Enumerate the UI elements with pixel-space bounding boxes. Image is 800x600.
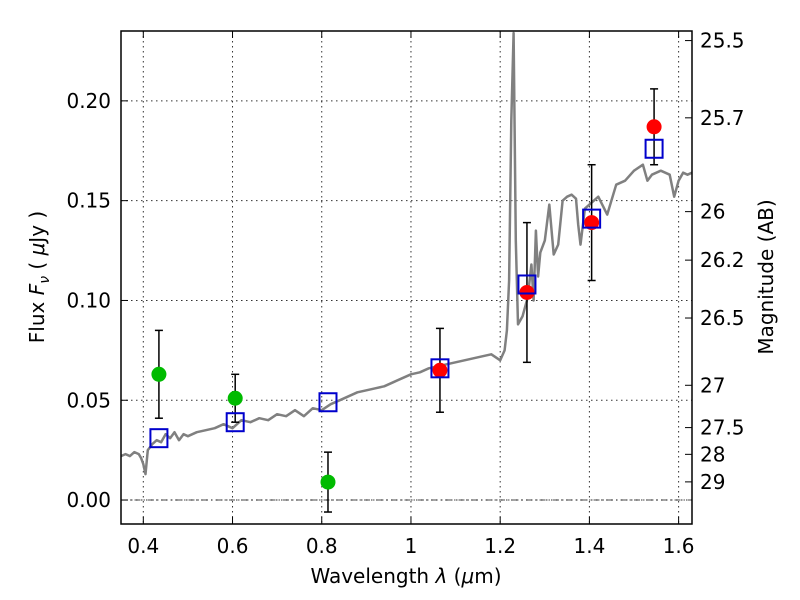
model-point [517, 274, 537, 295]
model-point [582, 208, 602, 229]
y-tick-label: 0.20 [66, 89, 111, 113]
x-tick-label: 1.2 [484, 534, 516, 558]
spectrum-line [120, 31, 693, 476]
right-tick-label: 26 [700, 200, 725, 224]
right-tick-label: 26.2 [700, 248, 745, 272]
data-point [432, 362, 448, 378]
marker-layer [149, 119, 664, 490]
data-point [519, 284, 535, 300]
data-point [151, 366, 167, 382]
data-point [646, 119, 662, 135]
right-tick-label: 29 [700, 470, 725, 494]
right-tick-label: 27.5 [700, 416, 745, 440]
y-tick-label: 0.05 [66, 388, 111, 412]
right-tick-label: 25.7 [700, 106, 745, 130]
x-tick-label: 0.4 [127, 534, 159, 558]
x-tick-label: 0.8 [306, 534, 338, 558]
plot-frame [120, 30, 693, 525]
model-point [225, 412, 245, 433]
right-axis-title: Magnitude (AB) [754, 199, 778, 354]
y-tick-label: 0.00 [66, 488, 111, 512]
grid-layer [121, 31, 692, 524]
right-tick-label: 27 [700, 373, 725, 397]
y-tick-label: 0.10 [66, 288, 111, 312]
x-tick-label: 1 [405, 534, 418, 558]
x-tick-label: 1.6 [663, 534, 695, 558]
y-tick-label: 0.15 [66, 189, 111, 213]
model-point [430, 358, 450, 379]
model-point [318, 392, 338, 413]
right-tick-label: 26.5 [700, 306, 745, 330]
right-tick-label: 25.5 [700, 29, 745, 53]
spectrum-layer [120, 31, 693, 476]
x-tick-label: 0.6 [217, 534, 249, 558]
x-axis-title: Wavelength λ (μm) [310, 564, 501, 588]
data-point [584, 215, 600, 231]
y-axis-title: Flux Fν ( μJy ) [25, 211, 53, 343]
right-tick-label: 28 [700, 442, 725, 466]
model-point [644, 138, 664, 159]
tick-layer: 0.4 0.6 0.8 1 1.2 1.4 1.6 0.00 0.05 0.10 0.15 0.20 2… [66, 29, 744, 558]
x-tick-label: 1.4 [573, 534, 605, 558]
model-point [149, 428, 169, 449]
data-point [320, 474, 336, 490]
data-point [227, 390, 243, 406]
